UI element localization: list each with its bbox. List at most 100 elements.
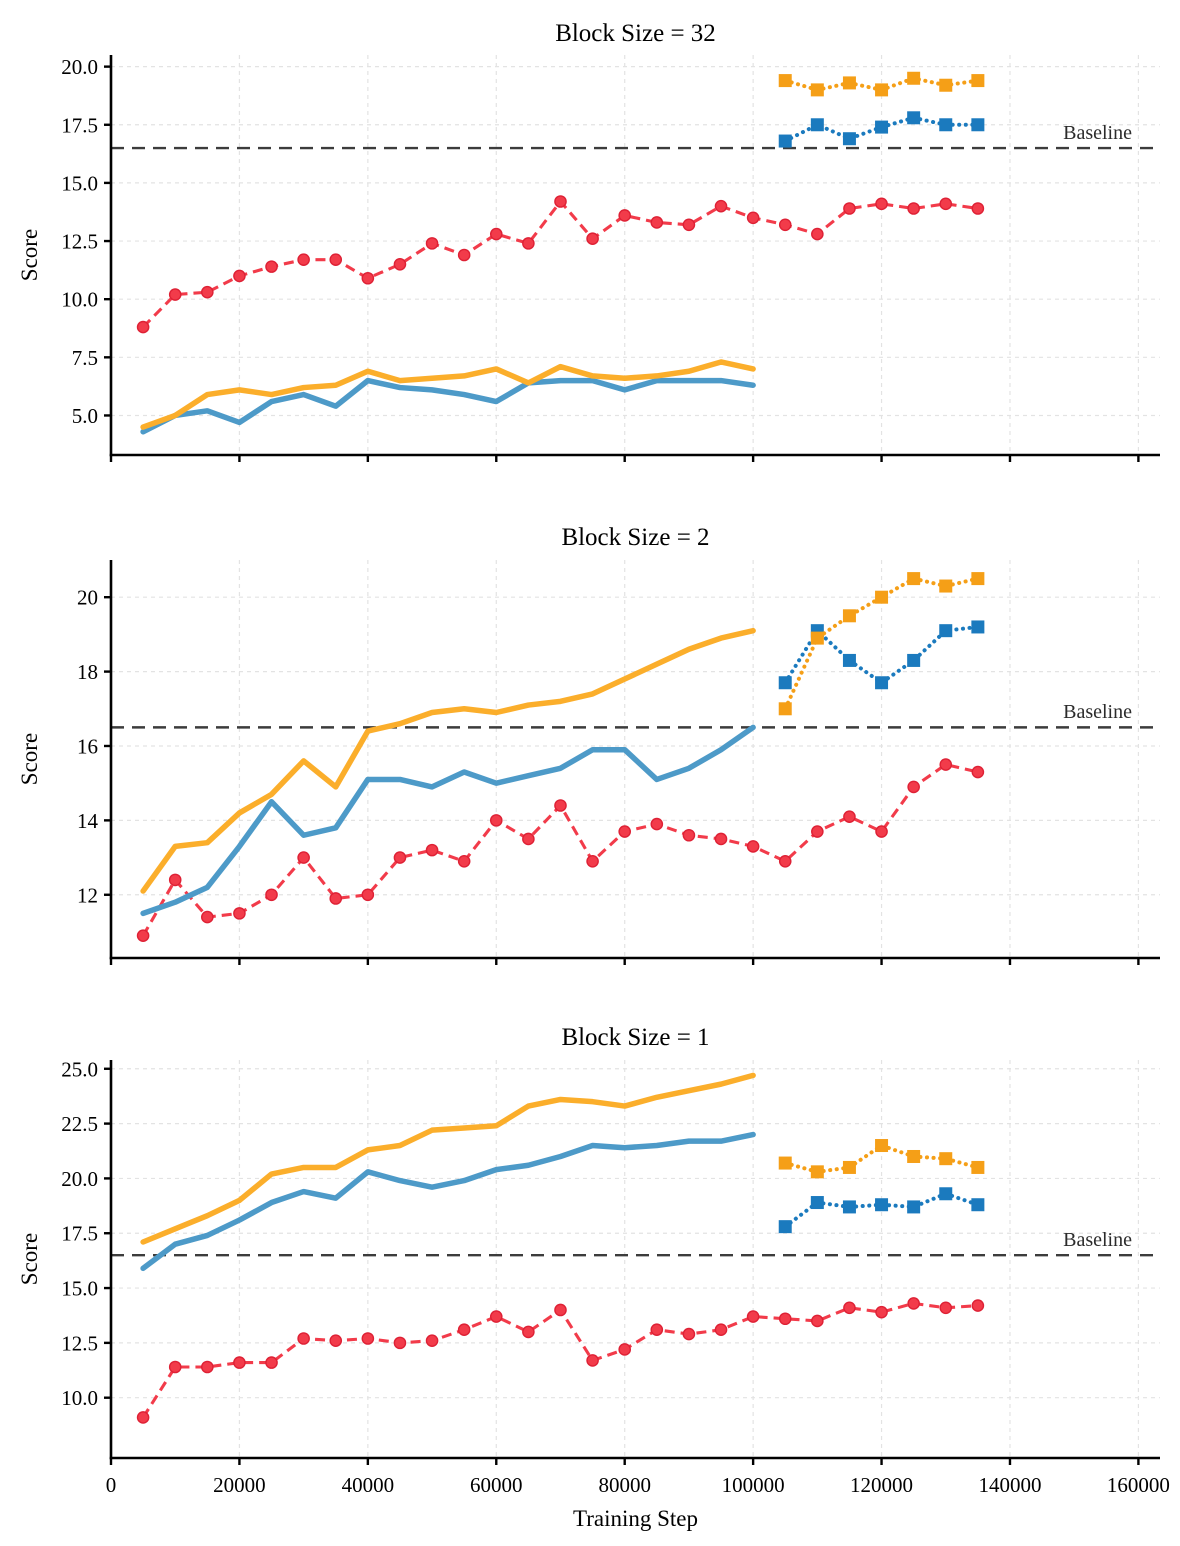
square-marker xyxy=(778,1220,792,1234)
series-orange-dotted-squares xyxy=(778,71,985,97)
square-marker xyxy=(778,1156,792,1170)
circle-marker xyxy=(136,1411,150,1424)
circle-marker xyxy=(554,1303,567,1317)
circle-marker xyxy=(811,227,824,241)
y-tick-label: 17.5 xyxy=(61,113,98,137)
square-marker xyxy=(778,702,792,716)
y-tick-label: 12 xyxy=(77,883,98,907)
square-marker xyxy=(907,71,921,85)
x-tick-label: 100000 xyxy=(722,1473,785,1497)
chart-3-y-axis-label: Score xyxy=(17,1232,42,1286)
circle-marker xyxy=(778,218,792,232)
circle-marker xyxy=(233,907,246,920)
circle-marker xyxy=(489,814,503,827)
chart-3-baseline-label: Baseline xyxy=(1063,1229,1132,1251)
circle-marker xyxy=(489,227,503,241)
square-marker xyxy=(778,676,792,690)
series-red-dashed-circles xyxy=(136,758,985,942)
circle-marker xyxy=(971,1299,985,1312)
circle-marker xyxy=(425,843,439,857)
y-tick-label: 20.0 xyxy=(61,1167,98,1191)
circle-marker xyxy=(907,202,920,215)
axis-ticks xyxy=(104,1067,1140,1465)
y-tick-label: 16 xyxy=(77,734,98,758)
circle-marker xyxy=(201,285,214,299)
series-red-dashed-circles xyxy=(136,195,985,334)
circle-marker xyxy=(361,271,375,285)
circle-marker xyxy=(586,232,599,246)
circle-marker xyxy=(843,810,856,823)
circle-marker xyxy=(811,1314,824,1328)
square-marker xyxy=(875,590,889,604)
square-marker xyxy=(842,1160,856,1174)
series-red-dashed-circles xyxy=(136,1297,985,1424)
circle-marker xyxy=(361,1332,375,1345)
circle-marker xyxy=(457,1323,471,1337)
y-tick-label: 20.0 xyxy=(61,55,98,79)
chart-2-y-axis-label: Score xyxy=(17,732,42,786)
circle-marker xyxy=(168,1360,182,1374)
circle-marker xyxy=(875,197,888,211)
gridlines xyxy=(111,1060,1160,1458)
x-tick-label: 140000 xyxy=(978,1473,1041,1497)
circle-marker xyxy=(714,199,728,213)
y-tick-label: 5.0 xyxy=(72,404,98,428)
square-marker xyxy=(907,111,921,125)
square-marker xyxy=(842,132,856,146)
circle-marker xyxy=(329,253,343,266)
chart-1-baseline-label: Baseline xyxy=(1063,122,1132,144)
circle-marker xyxy=(586,1354,599,1367)
circle-marker xyxy=(329,892,343,905)
y-tick-label: 15.0 xyxy=(61,171,98,195)
circle-marker xyxy=(650,1323,664,1337)
y-tick-label: 17.5 xyxy=(61,1222,98,1246)
circle-marker xyxy=(522,1325,535,1339)
axis-spines xyxy=(109,560,1160,960)
subplot-1: 20.0 17.5 15.0 12.5 10.0 7.5 5.0 xyxy=(61,55,1160,462)
series-orange-solid xyxy=(140,1072,756,1245)
circle-marker xyxy=(393,851,407,864)
circle-marker xyxy=(907,1297,920,1310)
circle-marker xyxy=(811,825,824,838)
circle-marker xyxy=(329,1334,343,1347)
square-marker xyxy=(875,120,889,134)
series-orange-dotted-squares xyxy=(778,1139,985,1179)
blue-solid-line xyxy=(140,1131,756,1272)
circle-marker xyxy=(618,1343,632,1356)
circle-marker xyxy=(425,237,439,250)
orange-solid-line xyxy=(140,1072,756,1245)
square-marker xyxy=(875,676,889,690)
circle-marker xyxy=(425,1334,439,1347)
x-tick-label: 0 xyxy=(106,1473,117,1497)
square-marker xyxy=(875,83,889,97)
gridlines xyxy=(111,55,1160,455)
x-tick-label: 40000 xyxy=(342,1473,395,1497)
circle-marker xyxy=(201,1360,214,1374)
circle-marker xyxy=(843,1301,856,1315)
axis-spines xyxy=(109,55,1160,457)
series-blue-solid xyxy=(140,1131,756,1272)
blue-solid-line xyxy=(140,724,756,917)
square-marker xyxy=(971,1198,985,1212)
series-orange-dotted-squares xyxy=(778,572,985,716)
circle-marker xyxy=(393,258,407,271)
y-tick-label: 10.0 xyxy=(61,1386,98,1410)
series-blue-dotted-squares xyxy=(778,1187,985,1234)
square-marker xyxy=(842,609,856,623)
square-marker xyxy=(778,74,792,88)
circle-marker xyxy=(393,1336,407,1350)
chart-3-title: Block Size = 1 xyxy=(561,1024,710,1051)
square-marker xyxy=(810,83,824,97)
circle-marker xyxy=(136,929,150,942)
blue-solid-line xyxy=(140,377,756,435)
circle-marker xyxy=(136,320,150,334)
y-tick-label: 15.0 xyxy=(61,1277,98,1301)
circle-marker xyxy=(168,873,182,887)
circle-marker xyxy=(297,851,310,864)
series-orange-solid xyxy=(140,627,756,894)
x-tick-label: 60000 xyxy=(470,1473,523,1497)
y-tick-label: 25.0 xyxy=(61,1057,98,1081)
square-marker xyxy=(939,78,953,92)
circle-marker xyxy=(297,1332,310,1345)
circle-marker xyxy=(618,825,632,838)
